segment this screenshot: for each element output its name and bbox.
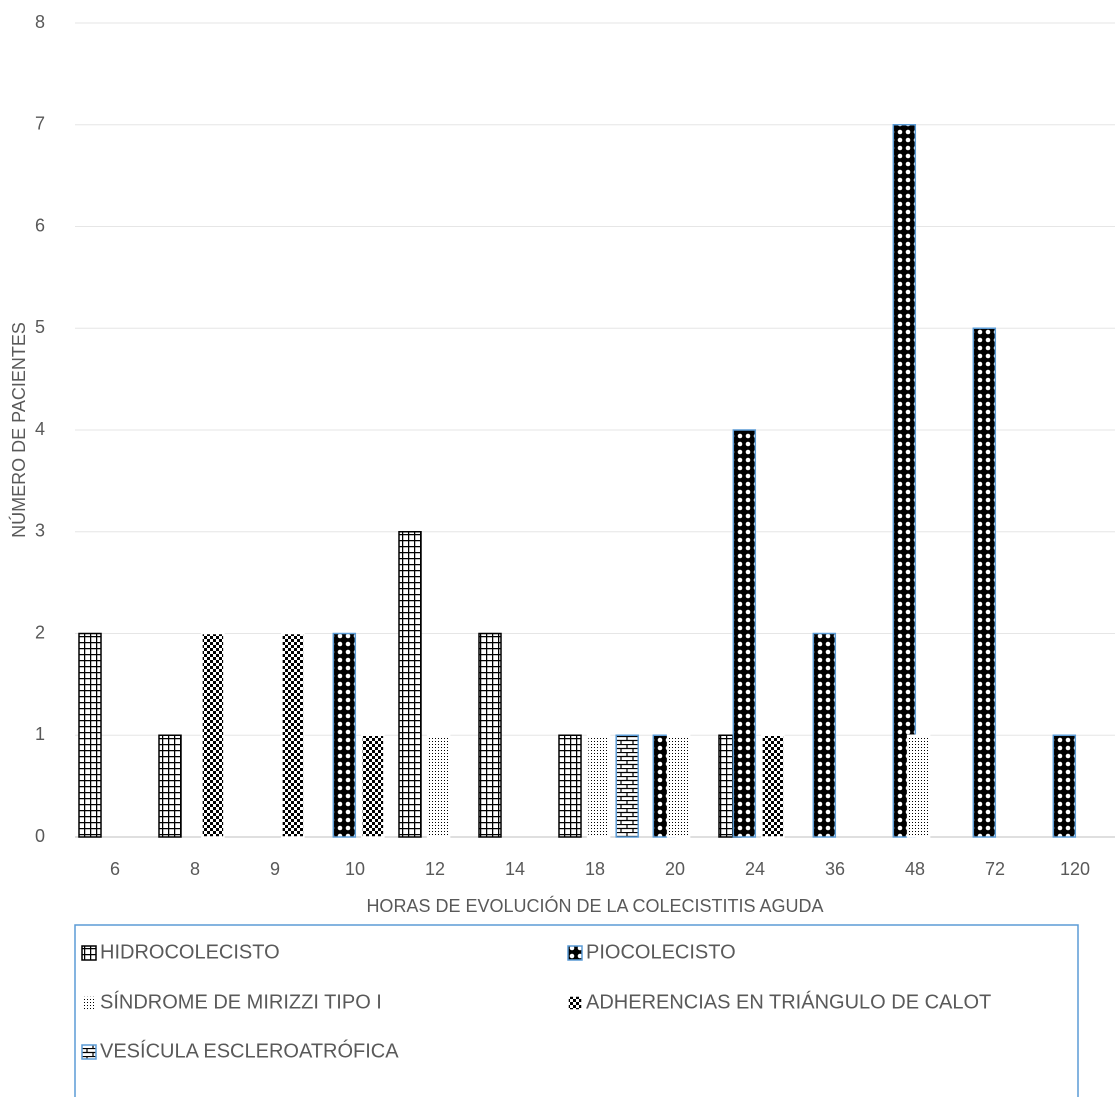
- y-tick-label: 1: [35, 724, 45, 744]
- y-tick-label: 4: [35, 419, 45, 439]
- legend-swatch: [567, 995, 583, 1011]
- legend-swatch: [567, 945, 583, 961]
- x-tick-label: 36: [825, 859, 845, 879]
- y-tick-label: 5: [35, 317, 45, 337]
- bar: [732, 429, 757, 838]
- bar: [1052, 734, 1077, 838]
- x-tick-label: 14: [505, 859, 525, 879]
- legend-label: PIOCOLECISTO: [586, 941, 736, 963]
- x-tick-label: 120: [1060, 859, 1090, 879]
- x-tick-label: 24: [745, 859, 765, 879]
- legend-swatch: [81, 1044, 97, 1060]
- bar: [78, 632, 102, 838]
- bar: [332, 632, 357, 838]
- x-tick-label: 12: [425, 859, 445, 879]
- y-tick-label: 8: [35, 12, 45, 32]
- x-tick-label: 72: [985, 859, 1005, 879]
- legend-label: VESÍCULA ESCLEROATRÓFICA: [100, 1039, 399, 1062]
- bar: [615, 734, 639, 838]
- x-tick-label: 20: [665, 859, 685, 879]
- x-tick-label: 8: [190, 859, 200, 879]
- bar: [666, 734, 691, 838]
- bar: [906, 734, 931, 838]
- y-tick-label: 3: [35, 521, 45, 541]
- bar: [972, 327, 997, 838]
- legend-label: ADHERENCIAS EN TRIÁNGULO DE CALOT: [586, 990, 991, 1013]
- y-tick-label: 2: [35, 622, 45, 642]
- legend-swatch: [81, 945, 97, 961]
- x-tick-label: 9: [270, 859, 280, 879]
- x-tick-label: 18: [585, 859, 605, 879]
- bar: [361, 734, 385, 838]
- legend-swatch: [81, 995, 97, 1011]
- x-axis-title: HORAS DE EVOLUCIÓN DE LA COLECISTITIS AG…: [366, 895, 823, 916]
- bar: [761, 734, 785, 838]
- bar: [281, 632, 305, 838]
- y-tick-label: 7: [35, 114, 45, 134]
- bar: [201, 632, 225, 838]
- bar: [558, 734, 582, 838]
- y-tick-label: 6: [35, 215, 45, 235]
- bar: [586, 734, 611, 838]
- x-tick-label: 6: [110, 859, 120, 879]
- legend-box: [74, 924, 1079, 1097]
- bar: [158, 734, 182, 838]
- bar: [812, 632, 837, 838]
- legend-label: HIDROCOLECISTO: [100, 941, 280, 963]
- legend-label: SÍNDROME DE MIRIZZI TIPO I: [100, 990, 382, 1013]
- bar: [892, 124, 917, 838]
- x-tick-label: 48: [905, 859, 925, 879]
- x-tick-label: 10: [345, 859, 365, 879]
- y-tick-label: 0: [35, 826, 45, 846]
- bar: [478, 632, 502, 838]
- y-axis-title: NÚMERO DE PACIENTES: [8, 322, 29, 538]
- bar: [398, 531, 422, 838]
- bar: [426, 734, 451, 838]
